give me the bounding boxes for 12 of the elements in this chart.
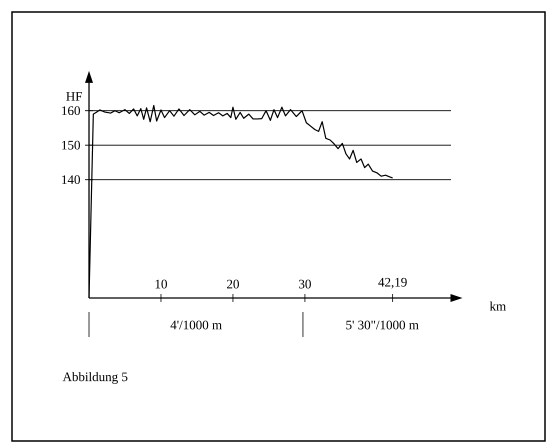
y-tick-label: 160 <box>62 106 80 116</box>
text: Abbildung 5 <box>62 372 128 384</box>
x-tick-label: 30 <box>299 280 311 288</box>
y-tick-label: 150 <box>62 140 80 150</box>
x-tick-label: 20 <box>227 280 239 288</box>
x-tick-label: 42,19 <box>378 278 407 288</box>
y-axis-title: HF <box>66 92 82 101</box>
x-tick-label: 10 <box>156 280 167 288</box>
x-axis-title: km <box>490 301 506 310</box>
text: 5' 30"/1000 m <box>346 320 419 330</box>
text: 4'/1000 m <box>170 320 222 330</box>
y-tick-label: 140 <box>62 175 80 184</box>
